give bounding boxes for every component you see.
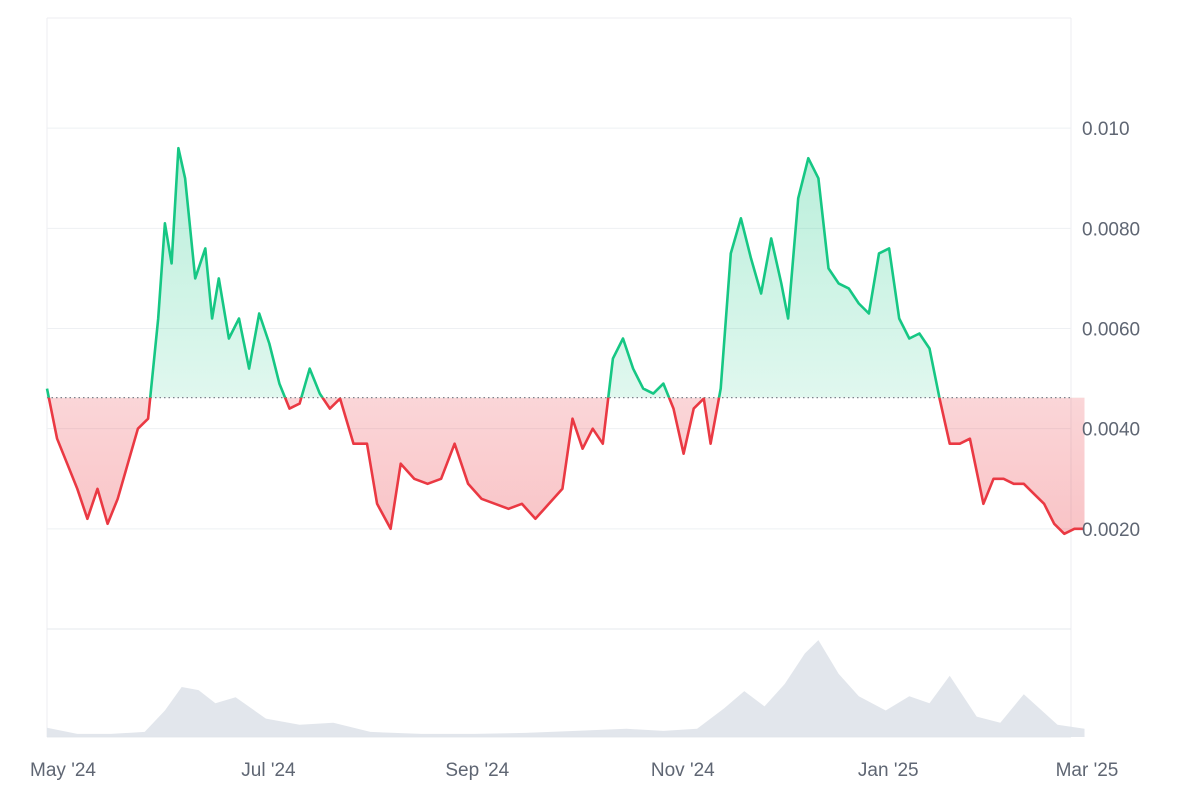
price-area: [47, 148, 1085, 534]
x-tick-label: May '24: [30, 760, 96, 781]
area-below-baseline: [48, 397, 1085, 534]
x-tick-label: Jan '25: [858, 760, 919, 781]
x-tick-label: Jul '24: [241, 760, 296, 781]
area-above-baseline: [47, 148, 1085, 398]
y-axis-ticks: 0.010 0.0080 0.0060 0.0040 0.0020: [1082, 119, 1140, 541]
line-below-baseline: [47, 397, 1085, 536]
y-tick-label: 0.0060: [1082, 320, 1140, 341]
x-axis-ticks: May '24 Jul '24 Sep '24 Nov '24 Jan '25 Mar '…: [30, 760, 1118, 781]
y-tick-label: 0.0080: [1082, 219, 1140, 240]
volume-fill: [47, 640, 1085, 737]
x-tick-label: Mar '25: [1056, 760, 1119, 781]
volume-area: [47, 640, 1085, 737]
y-tick-label: 0.010: [1082, 119, 1130, 140]
x-tick-label: Nov '24: [651, 760, 715, 781]
y-tick-label: 0.0040: [1082, 420, 1140, 441]
line-above-baseline: [45, 146, 941, 398]
y-tick-label: 0.0020: [1082, 520, 1140, 541]
x-tick-label: Sep '24: [445, 760, 509, 781]
price-line: [45, 146, 1085, 536]
